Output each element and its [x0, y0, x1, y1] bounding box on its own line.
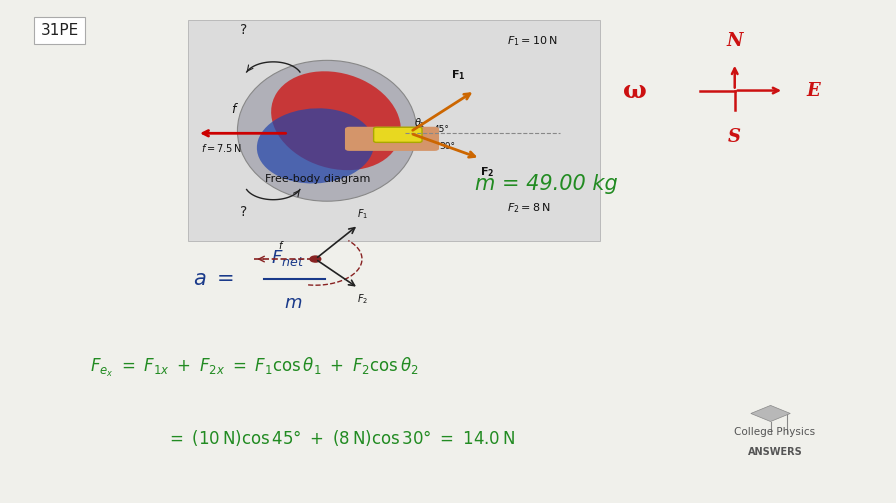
Text: ?: ?	[240, 23, 247, 37]
Text: $a\ =$: $a\ =$	[193, 269, 234, 289]
Text: $\mathbf{F_2}$: $\mathbf{F_2}$	[480, 165, 495, 179]
Text: $F_{e_x}\ =\ F_{1x}\ +\ F_{2x}\ =\ F_1\cos\theta_1\ +\ F_2\cos\theta_2$: $F_{e_x}\ =\ F_{1x}\ +\ F_{2x}\ =\ F_1\c…	[90, 356, 418, 379]
Text: N: N	[727, 32, 743, 50]
Text: $F_1 = 10\,\mathrm{N}$: $F_1 = 10\,\mathrm{N}$	[507, 34, 557, 48]
FancyBboxPatch shape	[345, 127, 439, 151]
Text: 31PE: 31PE	[40, 23, 79, 38]
Text: $F_2 = 8\,\mathrm{N}$: $F_2 = 8\,\mathrm{N}$	[507, 201, 550, 215]
Text: Free-body diagram: Free-body diagram	[265, 174, 371, 184]
Text: $\mathbf{F_1}$: $\mathbf{F_1}$	[452, 69, 466, 82]
Text: E: E	[806, 81, 820, 100]
Text: ω: ω	[623, 78, 647, 103]
Text: m = 49.00 kg: m = 49.00 kg	[475, 174, 617, 194]
Ellipse shape	[257, 108, 374, 184]
Text: $f$: $f$	[231, 102, 238, 116]
Text: $F_1$: $F_1$	[358, 208, 368, 221]
Text: $\theta_1$: $\theta_1$	[415, 116, 426, 130]
FancyBboxPatch shape	[374, 127, 422, 142]
Text: ?: ?	[240, 205, 247, 219]
Text: S: S	[728, 128, 741, 146]
Text: $f$: $f$	[278, 239, 285, 251]
Text: 45°: 45°	[434, 125, 450, 134]
Polygon shape	[751, 405, 790, 422]
Text: College Physics: College Physics	[735, 427, 815, 437]
Text: $\theta_2$: $\theta_2$	[421, 134, 432, 148]
Text: ANSWERS: ANSWERS	[747, 447, 803, 457]
Ellipse shape	[237, 60, 417, 201]
Text: $F_{net}$: $F_{net}$	[271, 248, 304, 268]
Text: 30°: 30°	[439, 142, 455, 151]
Text: $f = 7.5\,\mathrm{N}$: $f = 7.5\,\mathrm{N}$	[201, 142, 242, 154]
Text: $m$: $m$	[284, 294, 302, 312]
FancyBboxPatch shape	[188, 20, 600, 241]
Ellipse shape	[271, 71, 401, 170]
Circle shape	[310, 256, 321, 262]
Text: $F_2$: $F_2$	[358, 292, 368, 305]
Text: $=\ (10\,\mathrm{N})\cos45°\ +\ (8\,\mathrm{N})\cos30°\ =\ 14.0\,\mathrm{N}$: $=\ (10\,\mathrm{N})\cos45°\ +\ (8\,\mat…	[166, 428, 514, 448]
